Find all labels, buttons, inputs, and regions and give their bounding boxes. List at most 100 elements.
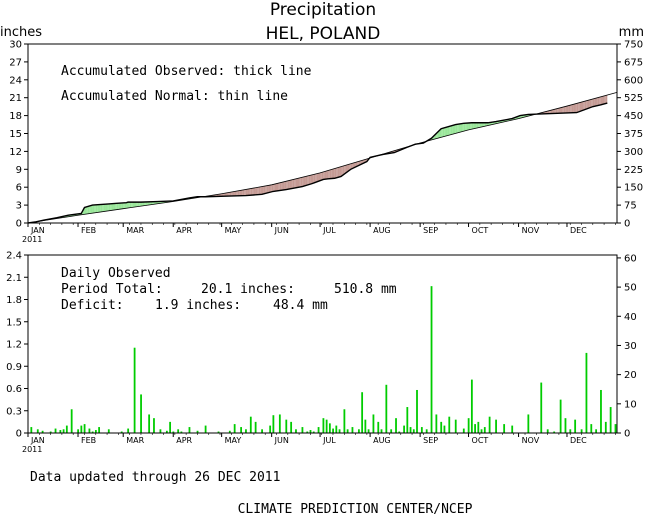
daily-bar bbox=[120, 431, 123, 433]
surplus-band bbox=[103, 204, 106, 212]
year-label: 2011 bbox=[22, 235, 42, 244]
y-tick-label-left: 0 bbox=[16, 219, 22, 230]
deficit-band bbox=[558, 107, 561, 114]
surplus-band bbox=[92, 204, 95, 214]
deficit-band bbox=[334, 168, 337, 179]
daily-bar bbox=[332, 428, 334, 433]
surplus-band bbox=[139, 202, 141, 207]
daily-bar bbox=[409, 427, 412, 433]
x-tick-label-jul: JUL bbox=[322, 436, 336, 445]
x-tick-label-jul: JUL bbox=[322, 226, 336, 235]
daily-bar bbox=[59, 430, 62, 433]
surplus-band bbox=[468, 122, 471, 130]
surplus-band bbox=[137, 202, 140, 207]
x-tick-label-dec: DEC bbox=[570, 436, 587, 445]
surplus-band bbox=[140, 202, 143, 207]
deficit-band bbox=[573, 103, 576, 113]
plot-frame bbox=[27, 43, 618, 224]
deficit-band bbox=[291, 179, 293, 189]
daily-bar bbox=[435, 414, 438, 433]
daily-bar bbox=[600, 389, 602, 433]
daily-bar bbox=[351, 427, 354, 433]
daily-bar bbox=[240, 427, 243, 433]
daily-bar bbox=[372, 414, 375, 433]
surplus-band bbox=[145, 201, 148, 206]
daily-bar bbox=[77, 429, 80, 433]
daily-bar bbox=[153, 418, 155, 433]
daily-bar bbox=[41, 430, 44, 433]
credit-text: CLIMATE PREDICTION CENTER/NCEP bbox=[238, 502, 473, 517]
daily-bar bbox=[343, 409, 346, 433]
y-axis-label-right: mm bbox=[619, 25, 644, 40]
deficit-band bbox=[279, 182, 282, 191]
deficit-band bbox=[328, 169, 330, 179]
y-tick-label-right: 450 bbox=[624, 111, 643, 122]
deficit-band bbox=[294, 178, 296, 189]
daily-bar bbox=[553, 431, 556, 433]
deficit-band bbox=[271, 184, 274, 192]
surplus-band bbox=[90, 205, 93, 214]
daily-bar bbox=[367, 429, 370, 433]
daily-bar bbox=[49, 431, 52, 433]
y-tick-label-right: 10 bbox=[624, 399, 637, 410]
daily-bar bbox=[317, 427, 320, 433]
deficit-band bbox=[347, 164, 350, 172]
y-tick-label-right: 20 bbox=[624, 370, 637, 381]
x-tick-label-sep: SEP bbox=[423, 226, 438, 235]
deficit-band bbox=[565, 106, 567, 114]
daily-bar bbox=[36, 429, 39, 433]
deficit-band bbox=[282, 181, 285, 191]
daily-bar bbox=[540, 382, 543, 433]
x-tick-label-apr: APR bbox=[176, 436, 192, 445]
deficit-band bbox=[592, 98, 595, 107]
deficit-band bbox=[571, 104, 574, 113]
y-tick-label-right: 50 bbox=[624, 283, 637, 294]
surplus-band bbox=[132, 202, 135, 208]
daily-bar bbox=[585, 352, 588, 433]
deficit-band bbox=[602, 95, 605, 105]
surplus-band bbox=[450, 125, 453, 135]
daily-bar bbox=[148, 414, 151, 433]
deficit-band bbox=[600, 96, 603, 105]
daily-bar bbox=[290, 421, 293, 433]
surplus-band bbox=[444, 127, 446, 137]
deficit-band bbox=[594, 98, 597, 107]
deficit-band bbox=[563, 106, 566, 114]
daily-bar bbox=[159, 429, 162, 433]
deficit-band bbox=[302, 176, 304, 187]
x-tick-label-oct: OCT bbox=[472, 436, 489, 445]
x-tick-label-jan: JAN bbox=[30, 226, 45, 235]
daily-bar bbox=[443, 425, 446, 433]
deficit-band bbox=[604, 95, 606, 104]
deficit-band bbox=[312, 174, 314, 184]
deficit-band bbox=[581, 101, 584, 111]
deficit-band bbox=[303, 176, 306, 187]
surplus-band bbox=[441, 128, 443, 138]
surplus-band bbox=[129, 202, 132, 208]
deficit-band bbox=[257, 187, 259, 195]
daily-bar bbox=[54, 428, 57, 433]
daily-bar bbox=[462, 428, 465, 433]
deficit-band bbox=[270, 184, 272, 193]
daily-bar bbox=[91, 431, 94, 433]
x-tick-label-jan: JAN bbox=[30, 436, 45, 445]
daily-bar bbox=[483, 427, 486, 433]
daily-bar bbox=[217, 431, 220, 433]
deficit-band bbox=[287, 180, 290, 190]
y-tick-label-left: 0.6 bbox=[6, 384, 22, 395]
daily-bar bbox=[338, 429, 341, 433]
deficit-band bbox=[307, 175, 309, 186]
daily-bar bbox=[385, 384, 388, 433]
surplus-band bbox=[116, 203, 119, 210]
deficit-band bbox=[345, 164, 348, 173]
deficit-band bbox=[576, 102, 579, 113]
daily-bar bbox=[440, 421, 443, 433]
daily-bar bbox=[309, 430, 312, 433]
y-axis-label-left: inches bbox=[0, 25, 42, 40]
daily-bar bbox=[328, 423, 331, 433]
deficit-band bbox=[554, 108, 556, 114]
y-tick-label-left: 12 bbox=[9, 147, 22, 158]
deficit-band bbox=[341, 166, 343, 177]
period-total-inches: 20.1 inches: bbox=[201, 282, 295, 297]
surplus-band bbox=[94, 204, 96, 213]
